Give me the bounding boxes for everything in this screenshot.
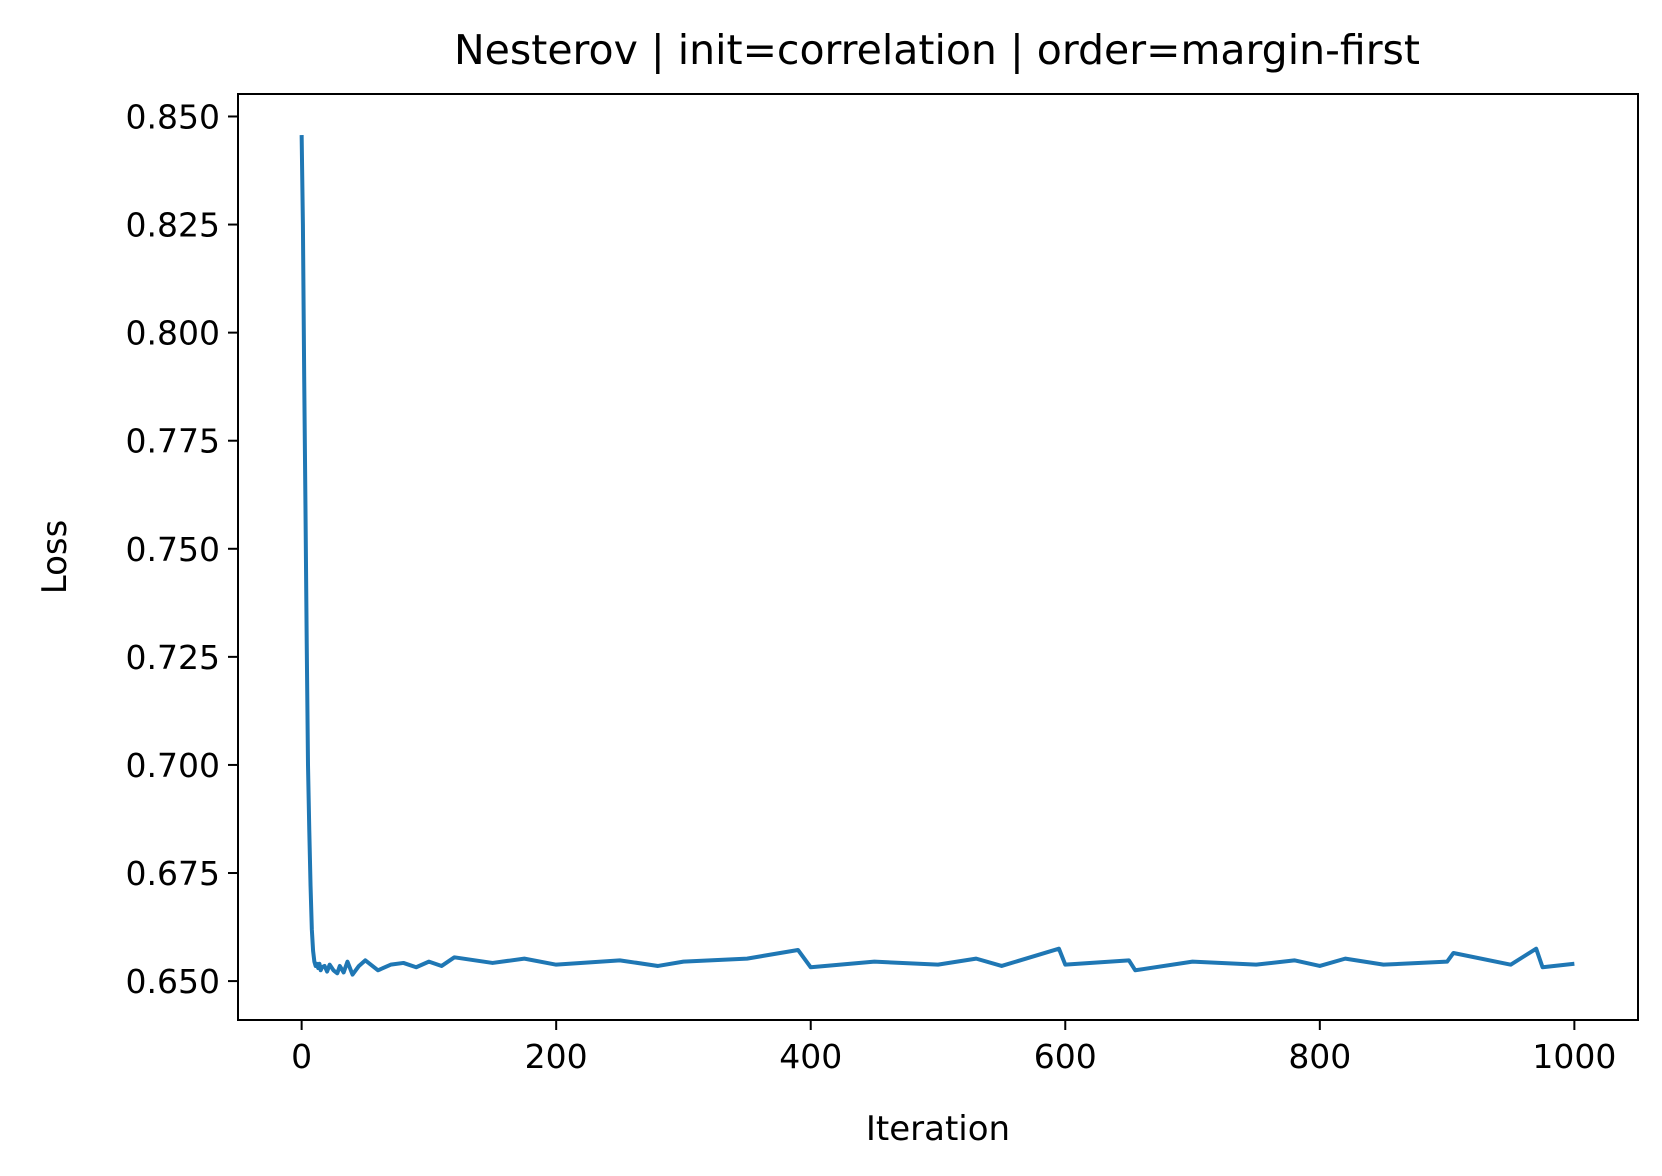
y-tick-label: 0.775 [126,422,220,461]
x-tick-label: 600 [1034,1037,1097,1076]
y-tick-label: 0.675 [126,854,220,893]
x-tick-label: 200 [525,1037,588,1076]
y-tick-label: 0.700 [126,746,220,785]
axes-frame [237,93,1639,1021]
x-tick-label: 0 [291,1037,312,1076]
y-tick-label: 0.825 [126,206,220,245]
y-tick-label: 0.850 [126,97,220,136]
plot-area [299,135,1575,977]
x-axis: 0 200 400 600 800 1000 [291,1020,1616,1076]
y-tick-label: 0.725 [126,638,220,677]
loss-series-line [299,135,1575,977]
x-tick-label: 400 [779,1037,842,1076]
y-axis: 0.650 0.675 0.700 0.725 0.750 0.775 0.800 0.825… [126,97,238,1001]
x-axis-label: Iteration [866,1109,1010,1149]
x-tick-label: 1000 [1532,1037,1616,1076]
chart-title: Nesterov | init=correlation | order=marg… [454,26,1420,74]
y-tick-label: 0.800 [126,314,220,353]
y-axis-label: Loss [35,520,75,595]
y-tick-label: 0.650 [126,962,220,1001]
y-tick-label: 0.750 [126,530,220,569]
x-tick-label: 800 [1288,1037,1351,1076]
